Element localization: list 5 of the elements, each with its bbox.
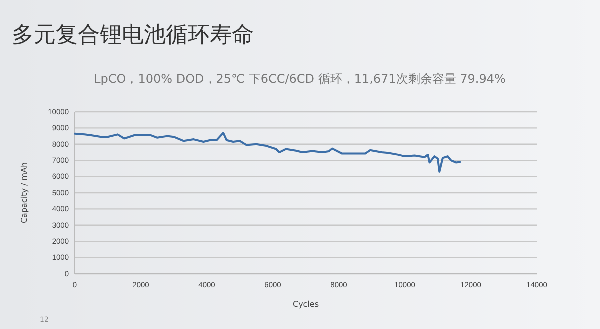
y-axis-title: Capacity / mAh: [20, 162, 29, 224]
chart-subtitle: LpCO，100% DOD，25℃ 下6CC/6CD 循环，11,671次剩余容量 79.94%: [94, 72, 506, 86]
chart-title: 多元复合锂电池循环寿命: [12, 23, 254, 48]
line-series: [74, 132, 462, 173]
x-axis-title: Cycles: [292, 300, 320, 309]
